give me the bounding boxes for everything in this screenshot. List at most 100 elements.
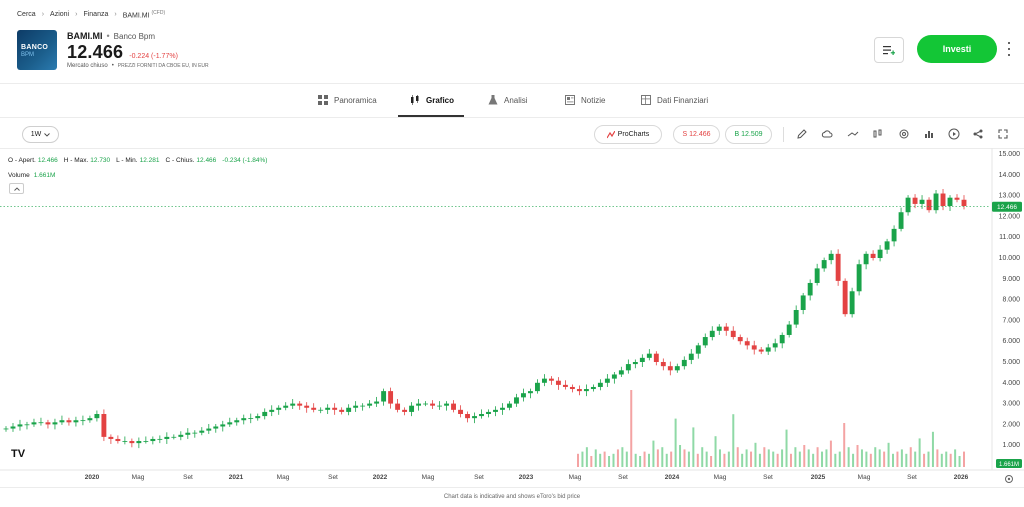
candle-body (933, 193, 939, 211)
candle-body (514, 397, 519, 404)
candle-body (52, 422, 58, 425)
tab-grafico[interactable]: Grafico (410, 84, 454, 116)
breadcrumb-item-finanza[interactable]: Finanza (83, 11, 109, 19)
candle-body (157, 438, 163, 440)
procharts-icon (606, 130, 615, 138)
candle-body (500, 407, 505, 410)
tab-analisi[interactable]: Analisi (488, 84, 528, 116)
legend-change: -0.234 (-1.84%) (222, 157, 268, 164)
candle-body (87, 418, 93, 421)
volume-bar (661, 447, 664, 467)
cloud-icon[interactable] (821, 128, 833, 140)
volume-bar (608, 456, 611, 467)
high-value: 12.730 (90, 157, 111, 164)
collapse-legend-button[interactable] (9, 183, 24, 194)
candle-body (849, 291, 855, 315)
volume-bar (701, 447, 704, 467)
candle-body (863, 253, 869, 265)
volume-bar (718, 449, 721, 467)
volume-bar (696, 453, 699, 467)
candle-body (241, 418, 247, 421)
procharts-button[interactable]: ProCharts (594, 125, 662, 144)
candle-body (821, 260, 827, 269)
candle-body (793, 310, 799, 325)
volume-legend: Volume 1.661M (8, 172, 55, 179)
volume-label: Volume (8, 172, 30, 179)
y-tick-label: 7.000 (1002, 317, 1020, 324)
volume-bar (670, 451, 673, 467)
volume-bar (763, 447, 766, 467)
candle-body (842, 280, 848, 315)
y-tick-label: 5.000 (1002, 359, 1020, 366)
candle-body (905, 197, 911, 213)
candle-body (220, 424, 226, 427)
candle-body (367, 403, 373, 406)
breadcrumb-suffix: (CFD) (151, 10, 166, 16)
candle-body (395, 403, 401, 410)
x-tick-label: 2020 (85, 474, 100, 481)
y-tick-label: 13.000 (999, 193, 1021, 200)
more-vertical-icon[interactable] (1004, 40, 1014, 58)
candle-body (129, 441, 135, 444)
volume-bar (940, 453, 943, 467)
pencil-icon[interactable] (796, 128, 808, 140)
breadcrumb-item-azioni[interactable]: Azioni (50, 11, 70, 19)
toolbar-divider-bottom (0, 148, 1024, 149)
invest-button[interactable]: Investi (917, 35, 997, 63)
candle-body (688, 353, 694, 360)
timeframe-value: 1W (30, 131, 42, 138)
volume-bar (585, 447, 588, 467)
tab-panoramica[interactable]: Panoramica (318, 84, 377, 116)
x-tick-label: Mag (422, 474, 435, 481)
chart-type-icon[interactable] (872, 128, 884, 140)
candle-body (297, 403, 303, 406)
candle-body (353, 405, 359, 408)
volume-bar (590, 456, 593, 467)
candle-body (541, 378, 547, 383)
volume-bar (674, 418, 677, 467)
candle-body (667, 366, 673, 371)
volume-bar (821, 451, 824, 467)
candle-body (576, 389, 582, 392)
x-tick-label: Set (907, 474, 917, 481)
instrument-change: -0.224 (-1.77%) (129, 53, 178, 60)
tab-dati-finanziari[interactable]: Dati Finanziari (641, 84, 708, 116)
y-tick-label: 11.000 (999, 234, 1020, 241)
tab-notizie[interactable]: Notizie (565, 84, 605, 116)
bar-chart-icon[interactable] (923, 128, 935, 140)
sell-button[interactable]: S 12.466 (673, 125, 720, 144)
last-price-label: 12.466 (997, 204, 1017, 211)
candle-body (730, 330, 736, 338)
breadcrumb-item-cerca[interactable]: Cerca (17, 11, 36, 19)
candle-body (779, 334, 785, 344)
play-icon[interactable] (948, 128, 960, 140)
volume-bar (829, 440, 832, 467)
candle-body (325, 407, 331, 410)
tab-label: Panoramica (334, 95, 377, 105)
volume-bar (612, 453, 615, 467)
volume-bar (834, 453, 837, 467)
candle-body (437, 405, 442, 407)
volume-bar (838, 451, 841, 467)
volume-value: 1.661M (33, 172, 56, 179)
price-chart[interactable]: 1.000 2.000 3.000 4.000 5.000 6.000 7.000 8.000… (0, 148, 1024, 488)
candle-body (234, 420, 240, 423)
timeframe-select[interactable]: 1W (22, 126, 59, 143)
expand-icon[interactable] (997, 128, 1009, 140)
candle-body (143, 441, 149, 442)
chart-settings-icon[interactable] (1004, 474, 1014, 484)
line-icon[interactable] (847, 128, 859, 140)
buy-button[interactable]: B 12.509 (725, 125, 772, 144)
settings-icon[interactable] (898, 128, 910, 140)
candle-body (360, 405, 366, 407)
candle-body (192, 432, 198, 434)
candle-body (164, 436, 170, 439)
watchlist-button[interactable] (874, 37, 904, 63)
candle-body (248, 418, 254, 419)
volume-bar (776, 453, 779, 467)
volume-bar (900, 449, 903, 467)
x-tick-label: 2025 (811, 474, 826, 481)
candle-body (856, 264, 862, 292)
share-icon[interactable] (972, 128, 984, 140)
volume-bar (736, 447, 739, 467)
